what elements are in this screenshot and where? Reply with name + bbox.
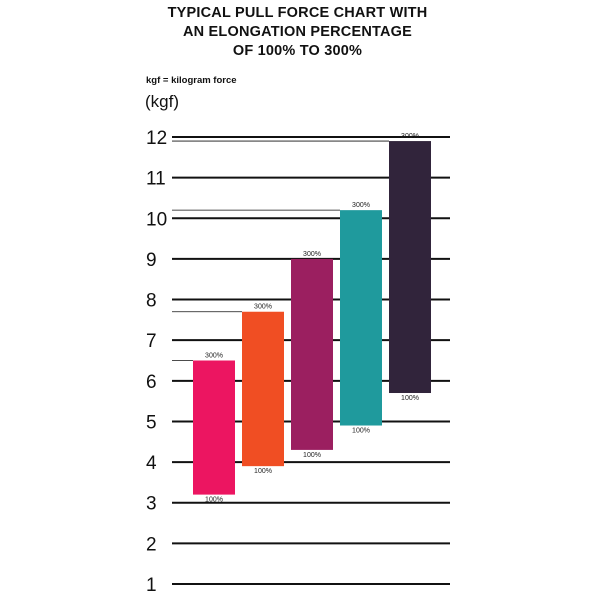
chart-title-line-2: AN ELONGATION PERCENTAGE [182, 24, 413, 40]
y-tick-label-12: 12 [146, 128, 167, 149]
chart-title-line-3: OF 100% TO 300% [232, 43, 363, 59]
y-tick-label-6: 6 [146, 372, 157, 393]
y-tick-label-1: 1 [146, 575, 157, 595]
bar-3 [291, 258, 333, 450]
bar-5-bottom-label: 100% [401, 395, 419, 402]
chart-title-line-1: TYPICAL PULL FORCE CHART WITH [167, 5, 428, 21]
bar-1-bottom-label: 100% [205, 497, 223, 504]
y-tick-label-5: 5 [146, 412, 157, 433]
y-tick-label-11: 11 [146, 169, 166, 190]
bar-2-bottom-label: 100% [254, 468, 272, 475]
y-tick-label-9: 9 [146, 250, 157, 271]
bar-3-top-label: 300% [303, 251, 321, 258]
bar-5-top-label: 300% [401, 133, 419, 140]
unit-note: kgf = kilogram force [146, 75, 237, 86]
y-tick-label-3: 3 [146, 494, 157, 515]
bar-4-bottom-label: 100% [352, 428, 370, 435]
bar-5 [389, 141, 431, 394]
y-tick-label-2: 2 [146, 534, 157, 555]
bar-4 [340, 210, 382, 426]
bar-2-top-label: 300% [254, 304, 272, 311]
y-tick-label-7: 7 [146, 331, 157, 352]
bar-3-bottom-label: 100% [303, 452, 321, 459]
bar-2 [242, 311, 284, 467]
bar-4-top-label: 300% [352, 202, 370, 209]
chart-title: TYPICAL PULL FORCE CHART WITH AN ELONGAT… [0, 4, 595, 61]
bar-1-top-label: 300% [205, 353, 223, 360]
y-tick-label-4: 4 [146, 453, 157, 474]
y-tick-label-8: 8 [146, 291, 157, 312]
bar-1 [193, 360, 235, 495]
y-axis-label: (kgf) [145, 92, 179, 111]
y-tick-label-10: 10 [146, 209, 167, 230]
